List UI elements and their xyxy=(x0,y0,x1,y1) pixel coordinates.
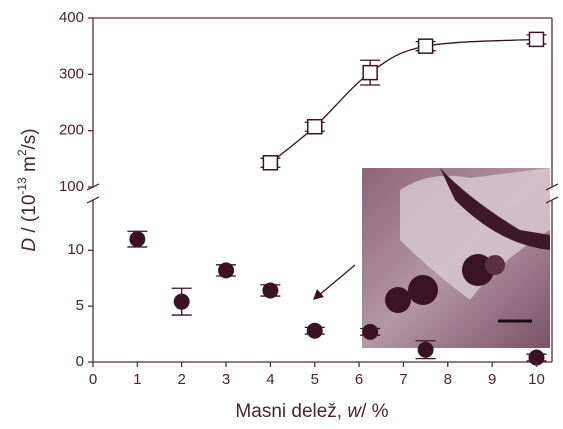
inset-photo xyxy=(362,168,550,348)
y-tick-label: 100 xyxy=(59,178,84,195)
x-tick-label: 4 xyxy=(266,371,274,388)
marker-square xyxy=(306,118,323,135)
marker-circle xyxy=(262,282,279,299)
x-tick-label: 5 xyxy=(311,371,319,388)
y-label-part: /s) xyxy=(19,128,40,149)
x-tick-label: 1 xyxy=(133,371,141,388)
y-label-part: m xyxy=(19,156,40,177)
x-tick-label: 10 xyxy=(528,371,545,388)
marker-circle xyxy=(218,262,235,279)
marker-square xyxy=(417,38,434,54)
y-tick-label: 10 xyxy=(67,241,84,258)
y-label-part: 2 xyxy=(15,149,29,156)
x-axis-label: Masni delež, w/ % xyxy=(235,401,388,422)
marker-square xyxy=(528,31,545,48)
y-tick-label: 300 xyxy=(59,65,84,82)
x-tick-label: 0 xyxy=(89,371,97,388)
x-label-part: w xyxy=(347,401,362,422)
x-label-part: Masni delež, xyxy=(235,401,347,422)
arrow xyxy=(317,264,356,297)
y-label-part: / (10 xyxy=(19,195,40,238)
y-tick-label: 5 xyxy=(76,297,84,314)
axis-break xyxy=(545,183,559,191)
axis-break xyxy=(86,196,100,204)
marker-circle xyxy=(173,293,190,310)
y-label-part: D xyxy=(19,238,40,252)
y-tick-label: 200 xyxy=(59,122,84,139)
x-tick-label: 7 xyxy=(399,371,407,388)
arrow-head xyxy=(313,289,324,300)
y-axis-label: D / (10-13 m2/s) xyxy=(15,128,40,251)
marker-square xyxy=(362,64,378,81)
x-tick-label: 6 xyxy=(355,371,363,388)
marker-square xyxy=(262,155,279,171)
x-tick-label: 3 xyxy=(222,371,230,388)
x-tick-label: 2 xyxy=(178,371,186,388)
y-tick-label: 400 xyxy=(59,9,84,26)
marker-circle xyxy=(129,231,146,248)
x-label-part: / % xyxy=(361,401,389,422)
marker-circle xyxy=(306,322,323,339)
marker-circle xyxy=(362,323,379,340)
y-label-part: -13 xyxy=(15,177,29,195)
fit-line xyxy=(269,38,537,164)
axis-break xyxy=(545,196,559,204)
marker-circle xyxy=(528,349,545,366)
x-tick-label: 8 xyxy=(444,371,452,388)
x-tick-label: 9 xyxy=(488,371,496,388)
marker-circle xyxy=(417,341,434,358)
axis-break xyxy=(86,183,100,191)
y-tick-label: 0 xyxy=(76,353,84,370)
